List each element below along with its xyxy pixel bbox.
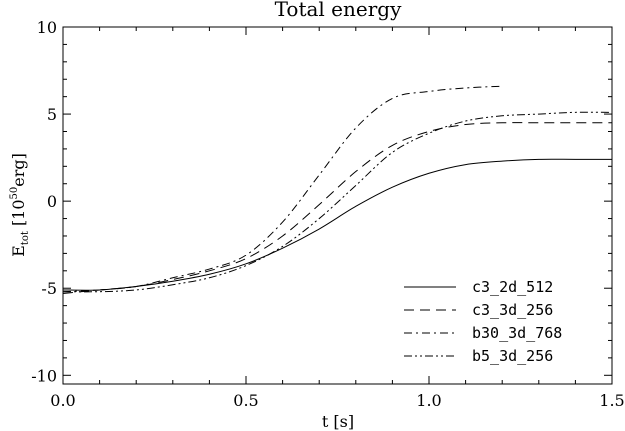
- legend-label-c3_2d_512: c3_2d_512: [472, 278, 553, 296]
- legend-label-b5_3d_256: b5_3d_256: [472, 347, 553, 365]
- x-tick-label: 1.0: [416, 391, 441, 410]
- y-axis-label: Etot [1050erg]: [9, 153, 31, 257]
- series-line-c3_2d_512: [62, 158, 612, 291]
- chart-title: Total energy: [275, 0, 402, 21]
- legend-label-c3_3d_256: c3_3d_256: [472, 301, 553, 319]
- y-tick-label: 10: [37, 18, 57, 37]
- series-line-b30_3d_768: [62, 85, 503, 293]
- y-tick-label: 5: [47, 105, 57, 124]
- y-tick-label: 0: [47, 192, 57, 211]
- series-line-b5_3d_256: [62, 111, 613, 293]
- plot-frame: [62, 26, 613, 385]
- x-axis-label: t [s]: [322, 412, 354, 431]
- y-axis-label-base: E: [9, 245, 28, 257]
- x-tick-label: 0.0: [50, 391, 75, 410]
- y-axis-label-superscript: 50: [9, 187, 20, 200]
- x-tick-label: 1.5: [599, 391, 624, 410]
- y-tick-label: -5: [41, 279, 57, 298]
- y-axis-ticks: -10 -5 0 5 10: [31, 18, 612, 385]
- x-axis-ticks: 0.0 0.5 1.0 1.5: [50, 27, 625, 410]
- y-axis-label-suffix: erg]: [9, 153, 28, 187]
- series-line-c3_3d_256: [62, 122, 612, 294]
- y-axis-label-subscript: tot: [20, 231, 31, 245]
- legend-label-b30_3d_768: b30_3d_768: [472, 324, 562, 342]
- legend: c3_2d_512 c3_3d_256 b30_3d_768 b5_3d_256: [404, 278, 562, 365]
- x-tick-label: 0.5: [233, 391, 258, 410]
- series-layer: [62, 85, 613, 294]
- y-axis-label-prefix: [10: [9, 199, 28, 231]
- y-tick-label: -10: [31, 366, 57, 385]
